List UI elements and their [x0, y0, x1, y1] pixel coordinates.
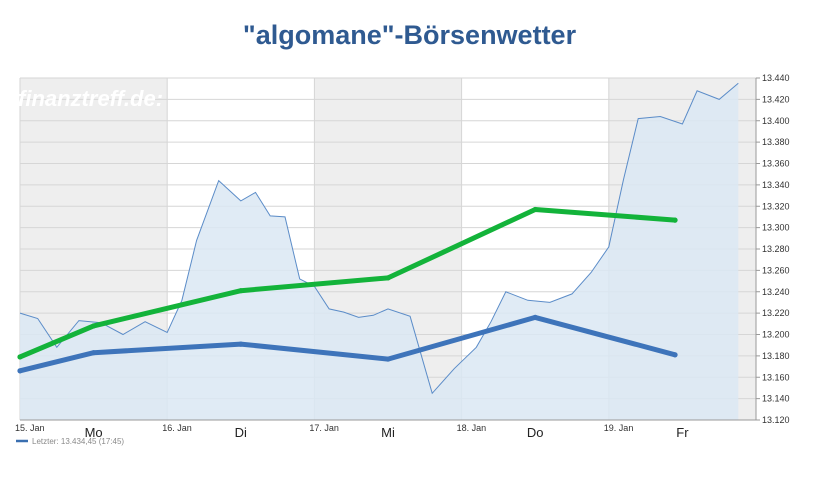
y-tick-label: 13.120 — [762, 415, 790, 425]
y-tick-label: 13.220 — [762, 308, 790, 318]
y-tick-label: 13.320 — [762, 201, 790, 211]
y-tick-label: 13.260 — [762, 265, 790, 275]
x-day-label: Di — [235, 425, 247, 440]
y-tick-label: 13.420 — [762, 94, 790, 104]
series-point — [385, 356, 391, 362]
series-line-1 — [17, 207, 678, 360]
x-day-label: Mo — [85, 425, 103, 440]
y-tick-label: 13.240 — [762, 287, 790, 297]
x-day-label: Fr — [676, 425, 689, 440]
series-line-2 — [17, 314, 678, 374]
y-tick-label: 13.160 — [762, 372, 790, 382]
y-tick-label: 13.280 — [762, 244, 790, 254]
y-tick-label: 13.200 — [762, 330, 790, 340]
x-day-label: Do — [527, 425, 544, 440]
x-date-label: 17. Jan — [309, 423, 339, 433]
chart-title: "algomane"-Börsenwetter — [242, 20, 577, 50]
series-point — [532, 314, 538, 320]
y-tick-label: 13.340 — [762, 180, 790, 190]
x-day-label: Mi — [381, 425, 395, 440]
y-tick-label: 13.400 — [762, 116, 790, 126]
series-point — [385, 275, 391, 281]
series-point — [17, 368, 23, 374]
series-point — [91, 323, 97, 329]
x-date-label: 18. Jan — [457, 423, 487, 433]
x-date-label: 16. Jan — [162, 423, 192, 433]
y-tick-label: 13.140 — [762, 394, 790, 404]
legend-label: Letzter: 13.434,45 (17:45) — [32, 437, 124, 446]
series-point — [532, 206, 538, 213]
x-date-label: 19. Jan — [604, 423, 634, 433]
y-tick-label: 13.180 — [762, 351, 790, 361]
index-area — [20, 83, 739, 421]
y-tick-label: 13.380 — [762, 137, 790, 147]
series-point — [91, 350, 97, 356]
series-point — [238, 341, 244, 347]
x-date-label: 15. Jan — [15, 423, 45, 433]
series-point — [672, 217, 678, 223]
watermark-text: finanztreff.de: — [18, 86, 163, 111]
y-tick-label: 13.440 — [762, 73, 790, 83]
series-point — [672, 352, 678, 358]
y-tick-label: 13.360 — [762, 159, 790, 169]
y-tick-label: 13.300 — [762, 223, 790, 233]
series-point — [238, 288, 244, 294]
series-point — [17, 354, 23, 360]
